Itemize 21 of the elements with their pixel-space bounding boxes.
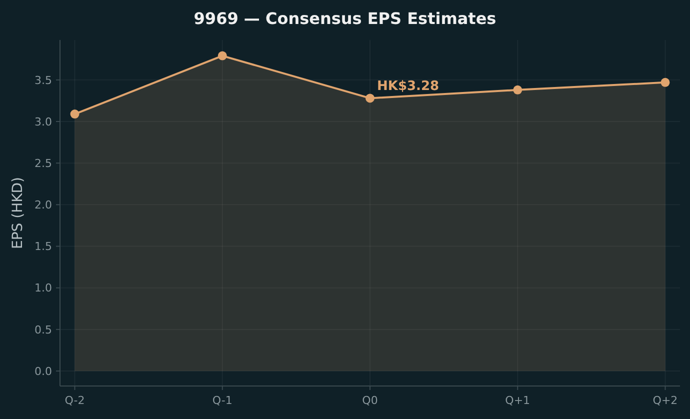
x-tick-label: Q+2 [652,394,678,407]
y-tick-label: 0.0 [34,364,52,378]
point [660,78,670,87]
x-tick-label: Q-2 [64,394,85,407]
y-tick-label: 3.5 [34,74,52,87]
chart-title: 9969 — Consensus EPS Estimates [194,9,496,28]
y-tick-label: 3.0 [34,115,52,128]
y-tick-label: 2.0 [34,198,52,212]
y-tick-label: 2.5 [34,156,52,170]
x-tick-label: Q0 [362,394,378,407]
y-tick-label: 1.5 [34,240,52,254]
y-tick-label: 0.5 [34,323,52,336]
point [218,51,227,60]
point [513,85,522,94]
x-tick-label: Q-1 [212,394,232,407]
y-tick-label: 1.0 [34,282,52,295]
annotation: HK$3.28 [377,79,440,94]
y-axis-title: EPS (HKD) [10,176,26,250]
point [70,110,80,119]
point [366,94,374,103]
x-tick-label: Q+1 [505,394,530,407]
